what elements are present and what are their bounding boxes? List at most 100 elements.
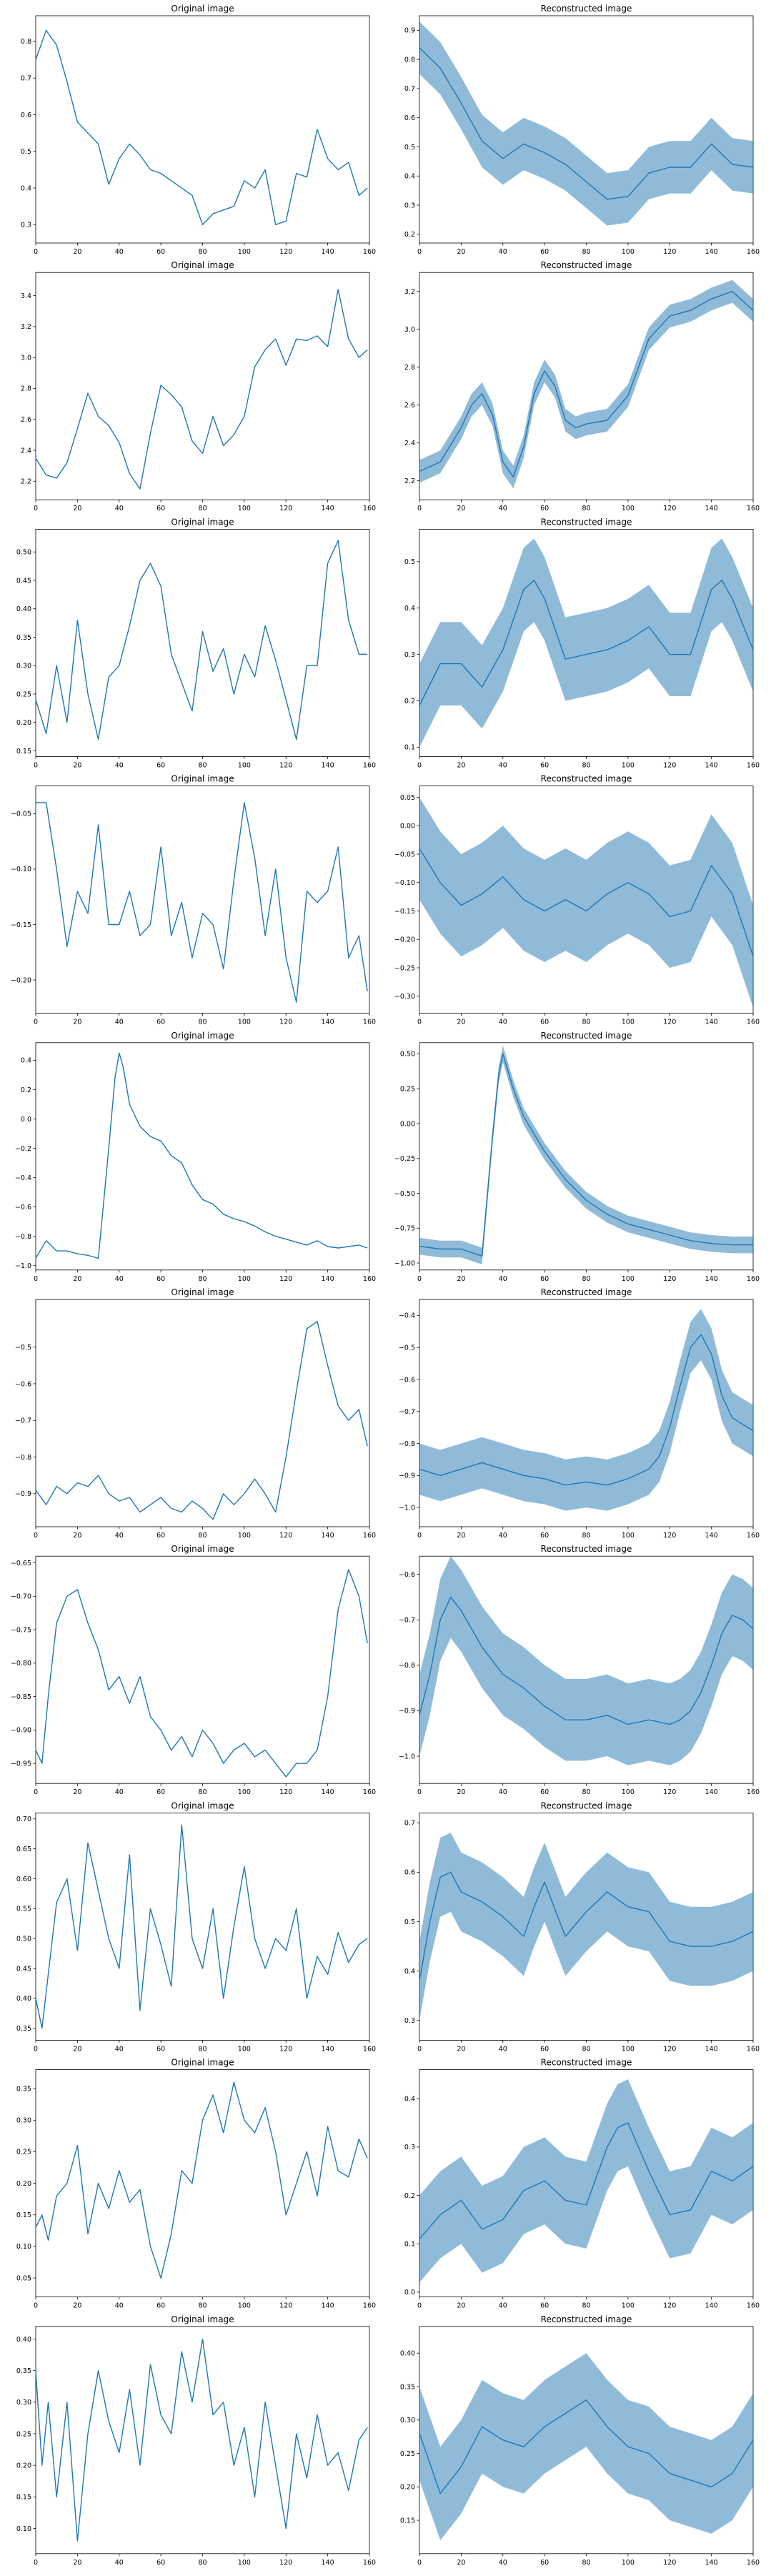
y-tick-label: −0.5	[15, 1344, 31, 1352]
y-tick-label: −0.6	[15, 1380, 31, 1388]
x-tick-label: 80	[198, 1275, 207, 1283]
y-tick-label: 0.30	[16, 2117, 31, 2125]
x-tick-label: 160	[363, 505, 376, 512]
x-tick-label: 100	[238, 248, 251, 256]
y-tick-label: −0.15	[11, 921, 31, 929]
chart-title: Original image	[171, 1800, 234, 1810]
y-tick-label: 0.3	[404, 651, 415, 659]
x-tick-label: 140	[705, 505, 718, 512]
x-tick-label: 0	[417, 761, 422, 769]
series-line	[419, 2122, 754, 2239]
y-tick-label: 2.2	[404, 477, 415, 485]
y-tick-label: 0.25	[16, 2149, 31, 2156]
x-tick-label: 160	[747, 1788, 760, 1796]
chart-panel: Original image 0 20 40 60 80 100 120 140 160 0.10 0…	[16, 2314, 376, 2567]
x-tick-label: 120	[279, 761, 292, 769]
y-tick-label: 2.8	[21, 385, 31, 393]
x-tick-label: 120	[663, 248, 676, 256]
x-tick-label: 80	[198, 761, 207, 769]
x-tick-label: 100	[238, 1788, 251, 1796]
x-tick-label: 40	[115, 761, 124, 769]
y-tick-label: 0.60	[16, 1876, 31, 1883]
x-tick-label: 20	[73, 761, 81, 769]
x-tick-label: 20	[73, 1788, 81, 1796]
y-tick-label: −0.05	[394, 851, 415, 858]
y-tick-label: 0.5	[404, 558, 415, 566]
y-tick-label: 0.5	[21, 148, 31, 156]
uncertainty-band	[419, 538, 753, 748]
x-tick-label: 80	[582, 1275, 590, 1283]
x-tick-label: 100	[622, 248, 635, 256]
chart-title: Original image	[171, 774, 234, 784]
uncertainty-band	[419, 1556, 753, 1765]
series-line	[35, 1321, 368, 1520]
y-tick-label: 0.2	[21, 1086, 31, 1094]
y-tick-label: 0.15	[16, 2494, 31, 2502]
series-line	[35, 2081, 368, 2279]
y-tick-label: 0.6	[21, 112, 31, 119]
y-tick-label: 2.4	[21, 447, 31, 455]
y-tick-label: −0.25	[394, 1155, 415, 1163]
y-tick-label: −0.7	[399, 1617, 415, 1625]
y-tick-label: 0.15	[400, 2517, 415, 2525]
x-tick-label: 40	[115, 1788, 124, 1796]
x-tick-label: 40	[499, 2559, 507, 2567]
x-tick-label: 140	[705, 1532, 718, 1540]
x-tick-label: 60	[540, 2302, 549, 2310]
plot-frame	[35, 1042, 370, 1271]
x-tick-label: 20	[73, 1275, 81, 1283]
x-tick-label: 0	[417, 1019, 422, 1026]
x-tick-label: 40	[499, 1019, 507, 1026]
x-tick-label: 160	[747, 1532, 760, 1540]
x-tick-label: 120	[663, 1532, 676, 1540]
x-tick-label: 160	[363, 2045, 376, 2053]
x-tick-label: 60	[156, 1532, 165, 1540]
series-line	[35, 1052, 368, 1259]
y-tick-label: 0.15	[16, 2211, 31, 2219]
y-tick-label: 0.3	[21, 222, 31, 229]
y-tick-label: 0.3	[404, 2144, 415, 2151]
x-tick-label: 20	[457, 1532, 465, 1540]
x-tick-label: 40	[499, 505, 507, 512]
x-tick-label: 40	[115, 505, 124, 512]
y-tick-label: −0.8	[399, 1662, 415, 1670]
chart-panel: Original image 0 20 40 60 80 100 120 140 160 0.15 0…	[16, 517, 376, 769]
series-line	[35, 1569, 368, 1778]
chart-panel: Original image 0 20 40 60 80 100 120 140 160 −0.5 −…	[15, 1287, 376, 1540]
y-tick-label: 0.00	[400, 1120, 415, 1128]
x-tick-label: 160	[747, 1275, 760, 1283]
x-tick-label: 60	[540, 1788, 549, 1796]
x-tick-label: 0	[417, 2559, 422, 2567]
x-tick-label: 100	[238, 1532, 251, 1540]
x-tick-label: 60	[156, 248, 165, 256]
y-tick-label: 0.40	[16, 2336, 31, 2344]
x-tick-label: 140	[322, 1019, 334, 1026]
y-tick-label: 0.50	[16, 549, 31, 557]
x-tick-label: 120	[663, 505, 676, 512]
series-line	[419, 291, 754, 478]
x-tick-label: 120	[279, 1788, 292, 1796]
y-tick-label: −0.30	[394, 993, 415, 1001]
uncertainty-band	[419, 21, 753, 226]
y-tick-label: 0.10	[16, 2525, 31, 2533]
y-tick-label: 0.05	[16, 2274, 31, 2282]
x-tick-label: 80	[198, 1019, 207, 1026]
y-tick-label: 0.70	[16, 1815, 31, 1823]
x-tick-label: 80	[198, 2559, 207, 2567]
x-tick-label: 80	[198, 2302, 207, 2310]
y-tick-label: −0.25	[394, 964, 415, 972]
x-tick-label: 60	[540, 1532, 549, 1540]
x-tick-label: 140	[705, 2045, 718, 2053]
x-tick-label: 120	[279, 2302, 292, 2310]
x-tick-label: 20	[457, 248, 465, 256]
chart-title: Reconstructed image	[541, 774, 632, 784]
y-tick-label: 0.40	[16, 1995, 31, 2003]
chart-panel: Original image 0 20 40 60 80 100 120 140 160 0.3 0.…	[21, 4, 376, 256]
x-tick-label: 0	[417, 1275, 422, 1283]
y-tick-label: 0.4	[404, 173, 415, 181]
x-tick-label: 0	[417, 2302, 422, 2310]
y-tick-label: −0.8	[399, 1440, 415, 1448]
x-tick-label: 60	[540, 761, 549, 769]
y-tick-label: 0.30	[400, 2417, 415, 2424]
x-tick-label: 160	[747, 1019, 760, 1026]
